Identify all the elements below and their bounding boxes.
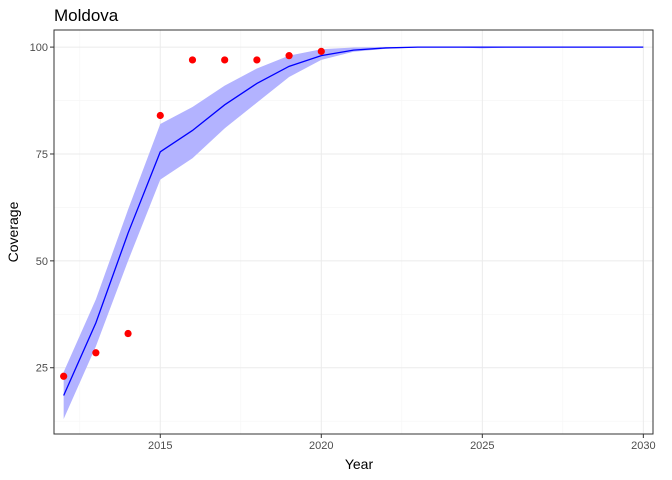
observed-point-2017 (221, 56, 229, 64)
y-axis-title: Coverage (5, 201, 21, 262)
x-tick-label-2015: 2015 (148, 440, 172, 452)
x-axis-title: Year (345, 456, 374, 472)
observed-point-2016 (188, 56, 197, 64)
observed-point-2015 (156, 111, 164, 120)
minor-gridlines (54, 30, 653, 434)
fitted-coverage-line (63, 46, 644, 396)
major-gridlines (54, 30, 653, 434)
y-tick-label-75: 75 (36, 149, 48, 161)
chart-title: Moldova (54, 6, 119, 25)
y-tick-label-25: 25 (36, 363, 48, 375)
observed-point-2020 (317, 47, 325, 55)
x-tick-label-2020: 2020 (309, 440, 333, 452)
observed-point-2018 (253, 56, 261, 64)
observed-point-2014 (124, 329, 132, 338)
x-tick-label-2030: 2030 (631, 440, 655, 452)
observed-point-2012 (60, 372, 68, 380)
x-axis: 2015 2020 2025 2030 (148, 434, 656, 452)
x-tick-label-2025: 2025 (470, 440, 494, 452)
confidence-ribbon (63, 47, 644, 420)
observed-point-2019 (285, 52, 293, 60)
y-axis: 25 50 75 100 (30, 42, 54, 375)
observed-point-2013 (92, 349, 100, 357)
observed-points (60, 47, 325, 380)
y-tick-label-100: 100 (30, 42, 48, 54)
panel-border (53, 29, 654, 435)
y-tick-label-50: 50 (36, 256, 48, 268)
